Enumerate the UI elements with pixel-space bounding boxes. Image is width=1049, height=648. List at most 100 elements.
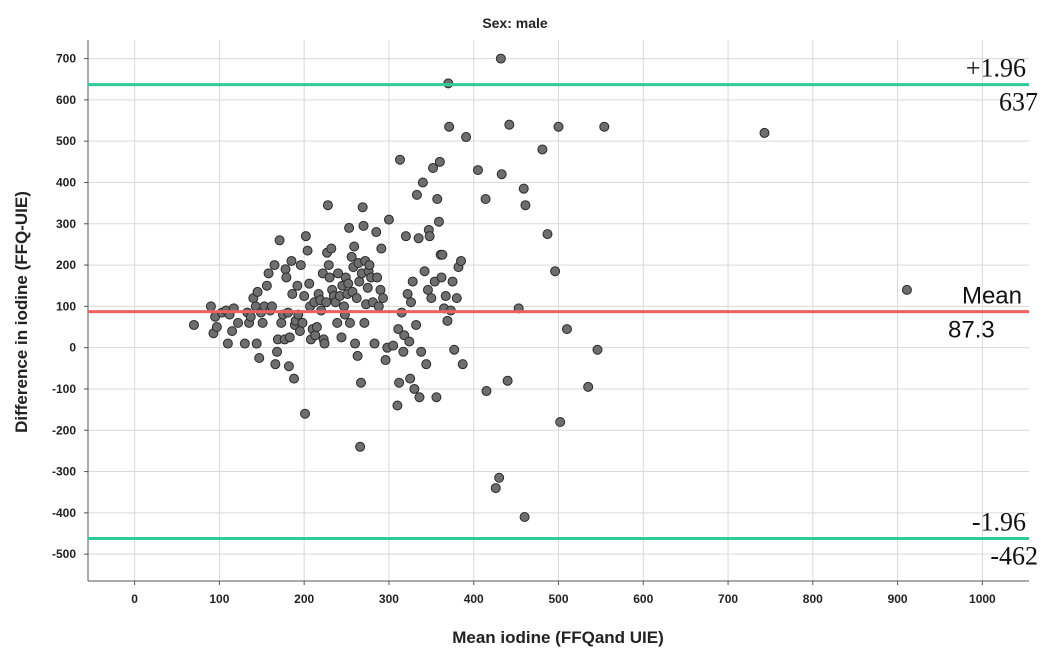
x-tick-label: 900: [888, 592, 908, 606]
reference-lines: [88, 83, 1029, 540]
data-point: [759, 127, 770, 138]
data-point: [310, 330, 321, 341]
data-point: [481, 386, 492, 397]
data-point: [188, 319, 199, 330]
data-point: [304, 278, 315, 289]
data-point: [300, 231, 311, 242]
data-point: [519, 511, 530, 522]
data-point: [355, 441, 366, 452]
data-point: [280, 264, 291, 275]
data-point: [394, 154, 405, 165]
data-point: [456, 255, 467, 266]
data-point: [404, 336, 415, 347]
data-point: [388, 340, 399, 351]
data-point: [424, 231, 435, 242]
data-point: [300, 408, 311, 419]
data-point: [287, 288, 298, 299]
x-tick-label: 200: [294, 592, 314, 606]
data-point: [417, 177, 428, 188]
data-point: [252, 286, 263, 297]
data-point: [245, 311, 256, 322]
data-point: [344, 317, 355, 328]
data-point: [440, 291, 451, 302]
data-point: [371, 227, 382, 238]
data-point: [504, 119, 515, 130]
data-point: [261, 280, 272, 291]
y-tick-label: -500: [52, 547, 76, 561]
x-tick-label: 800: [803, 592, 823, 606]
x-tick-label: 100: [209, 592, 229, 606]
data-point: [276, 317, 287, 328]
data-point: [553, 121, 564, 132]
data-point: [274, 235, 285, 246]
data-point: [351, 293, 362, 304]
data-point: [257, 317, 268, 328]
y-tick-label: 400: [56, 175, 76, 189]
data-point: [289, 373, 300, 384]
y-axis-label: Difference in iodine (FFQ-UIE): [12, 191, 31, 433]
data-point: [494, 472, 505, 483]
data-point: [402, 288, 413, 299]
y-tick-label: -200: [52, 423, 76, 437]
data-point: [292, 280, 303, 291]
data-point: [266, 301, 277, 312]
data-point: [251, 338, 262, 349]
data-point: [449, 344, 460, 355]
x-tick-label: 600: [633, 592, 653, 606]
y-tick-labels: -500 -400 -300 -200 -100 0 100 200 300 400 500 600 7…: [52, 52, 76, 562]
data-point: [472, 165, 483, 176]
data-point: [286, 255, 297, 266]
reference-line-label: +1.96: [966, 54, 1026, 83]
data-point: [211, 322, 222, 333]
data-point: [205, 301, 216, 312]
data-point: [561, 324, 572, 335]
x-tick-label: 1000: [969, 592, 996, 606]
data-point: [411, 319, 422, 330]
scatter-points: [188, 53, 912, 522]
data-point: [302, 245, 313, 256]
data-point: [322, 200, 333, 211]
data-point: [297, 317, 308, 328]
data-point: [311, 322, 322, 333]
y-tick-label: 700: [56, 52, 76, 66]
data-point: [393, 324, 404, 335]
x-tick-label: 0: [131, 592, 138, 606]
data-point: [451, 293, 462, 304]
data-point: [339, 301, 350, 312]
data-point: [357, 202, 368, 213]
data-point: [281, 272, 292, 283]
data-point: [364, 260, 375, 271]
data-point: [434, 156, 445, 167]
data-point: [283, 361, 294, 372]
data-point: [321, 297, 332, 308]
reference-line-value: 87.3: [948, 317, 995, 344]
reference-line-value: 637: [999, 88, 1038, 117]
data-point: [419, 266, 430, 277]
data-point: [901, 284, 912, 295]
data-point: [324, 272, 335, 283]
y-tick-label: -400: [52, 506, 76, 520]
data-point: [359, 317, 370, 328]
data-point: [358, 220, 369, 231]
data-point: [319, 338, 330, 349]
y-tick-label: 600: [56, 93, 76, 107]
data-point: [432, 193, 443, 204]
data-point: [284, 332, 295, 343]
data-point: [372, 272, 383, 283]
x-axis-label: Mean iodine (FFQand UIE): [452, 628, 664, 647]
data-point: [411, 189, 422, 200]
data-point: [270, 359, 281, 370]
data-point: [378, 293, 389, 304]
data-point: [431, 392, 442, 403]
x-tick-label: 500: [548, 592, 568, 606]
data-point: [444, 121, 455, 132]
data-point: [461, 132, 472, 143]
data-point: [495, 53, 506, 64]
data-point: [375, 284, 386, 295]
x-tick-label: 700: [718, 592, 738, 606]
data-point: [447, 276, 458, 287]
data-point: [392, 400, 403, 411]
data-point: [394, 377, 405, 388]
data-point: [349, 241, 360, 252]
data-point: [413, 233, 424, 244]
